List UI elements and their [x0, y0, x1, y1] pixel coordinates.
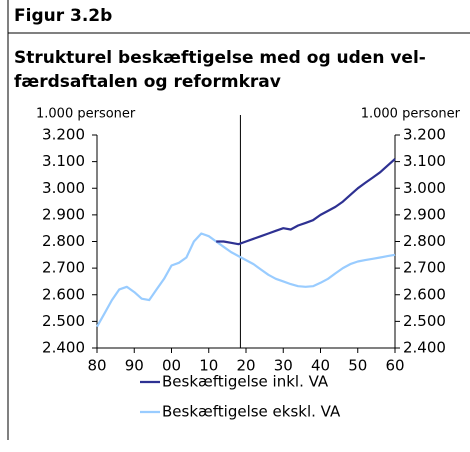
- x-tick-label: 20: [236, 357, 255, 375]
- y2-tick-label: 2.500: [403, 312, 446, 330]
- x-tick-label: 40: [311, 357, 330, 375]
- y-tick-label: 2.800: [42, 232, 85, 250]
- y-tick-label: 2.600: [42, 285, 85, 303]
- y-tick-label: 2.400: [42, 339, 85, 357]
- y2-tick-label: 2.900: [403, 205, 446, 223]
- legend-label: Beskæftigelse ekskl. VA: [162, 403, 341, 421]
- y-tick-label: 2.900: [42, 205, 85, 223]
- x-tick-label: 50: [348, 357, 367, 375]
- y2-tick-label: 3.200: [403, 126, 446, 144]
- x-tick-label: 30: [274, 357, 293, 375]
- chart-subtitle: Strukturel beskæftigelse med og uden vel…: [14, 48, 426, 68]
- series-line: [96, 232, 396, 328]
- x-tick-label: 10: [199, 357, 218, 375]
- y-tick-label: 3.100: [42, 152, 85, 170]
- x-tick-label: 00: [162, 357, 181, 375]
- y2-axis-label: 1.000 personer: [361, 107, 461, 122]
- y-tick-label: 2.500: [42, 312, 85, 330]
- y-tick-label: 3.200: [42, 126, 85, 144]
- y-axis-label: 1.000 personer: [36, 107, 136, 122]
- y2-tick-label: 2.400: [403, 339, 446, 357]
- x-tick-label: 80: [87, 357, 106, 375]
- y-tick-label: 2.700: [42, 259, 85, 277]
- y-tick-label: 3.000: [42, 179, 85, 197]
- chart-title: Figur 3.2b: [14, 6, 112, 26]
- y2-tick-label: 2.800: [403, 232, 446, 250]
- y2-tick-label: 3.000: [403, 179, 446, 197]
- x-tick-label: 60: [385, 357, 404, 375]
- y2-tick-label: 2.700: [403, 259, 446, 277]
- legend-label: Beskæftigelse inkl. VA: [162, 373, 329, 391]
- x-tick-label: 90: [125, 357, 144, 375]
- y2-tick-label: 3.100: [403, 152, 446, 170]
- series-line: [216, 158, 396, 246]
- y2-tick-label: 2.600: [403, 285, 446, 303]
- chart-subtitle: færdsaftalen og reformkrav: [14, 72, 281, 92]
